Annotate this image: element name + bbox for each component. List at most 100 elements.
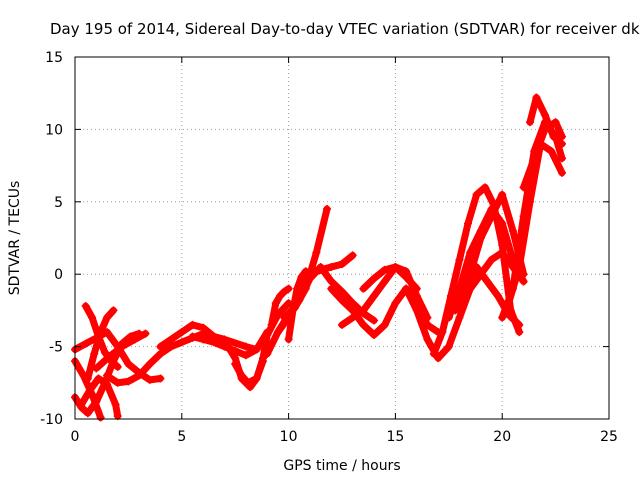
data-point [135,371,144,380]
data-point [498,190,507,199]
series-markers-sat-p [284,267,310,344]
data-point [258,354,267,363]
data-point [402,273,411,282]
data-point [273,328,282,337]
y-axis-label: SDTVAR / TECUs [7,181,23,296]
x-tick-label: 10 [280,429,298,445]
data-point [103,380,112,389]
data-point [145,359,154,368]
y-tick-label: 0 [54,267,63,283]
x-tick-label: 15 [386,429,404,445]
data-point [464,219,473,228]
data-point [429,349,438,358]
data-point [312,248,321,257]
x-axis-label: GPS time / hours [283,458,400,474]
data-point [558,132,567,141]
data-point [540,125,549,134]
data-point [263,349,272,358]
data-point [370,331,379,340]
data-point [472,190,481,199]
data-point [391,262,400,271]
data-point [438,328,447,337]
data-point [370,316,379,325]
data-point [493,291,502,300]
data-point [92,364,101,373]
data-point [338,287,346,296]
data-point [276,291,285,300]
data-point [156,349,165,358]
y-tick-label: 15 [45,50,63,66]
data-point [370,274,379,283]
data-point [466,284,475,293]
data-point [359,284,368,293]
data-point [177,338,186,347]
data-point [113,362,122,371]
data-point [109,306,118,315]
series-markers-sat-u [429,183,524,358]
series-markers-sat-k [231,299,293,387]
data-point [77,400,86,409]
data-point [498,248,507,257]
series-layer [71,93,567,422]
data-point [504,299,513,308]
data-point [540,110,549,119]
data-point [209,338,218,347]
data-point [188,332,197,341]
data-point [476,234,485,242]
data-point [293,284,302,293]
data-point [515,262,524,271]
data-point [105,352,114,361]
data-point [103,371,112,380]
data-point [476,270,485,279]
data-point [220,342,229,351]
data-point [412,284,421,293]
series-markers-sat-l [267,284,293,329]
data-point [316,262,325,271]
x-tick-label: 5 [177,429,186,445]
data-point [519,277,528,286]
series-markers-sat-s [359,262,421,293]
data-point [145,375,154,384]
data-point [359,320,368,329]
series-line-sat-p [285,267,310,343]
data-point [94,374,103,383]
data-point [380,265,389,274]
series-markers-sat-j [188,328,272,360]
series-line-sat-aa [505,140,566,307]
data-point [547,147,556,156]
data-point [96,328,105,337]
data-point [525,197,534,206]
data-point [280,287,289,296]
data-point [188,320,197,329]
data-point [530,154,539,163]
data-point [466,248,475,257]
data-point [455,255,464,264]
data-point [380,277,389,286]
data-point [231,359,240,368]
data-point [359,306,368,315]
data-point [167,342,176,351]
data-point [444,313,453,322]
data-point [231,346,240,355]
data-point [434,354,443,363]
series-line-sat-s [359,263,421,293]
data-point [370,291,379,300]
data-point [124,377,133,386]
data-point [284,335,293,344]
data-point [88,390,97,399]
data-point [532,93,541,102]
data-point [551,118,560,127]
data-point [515,320,524,329]
data-point [412,306,421,315]
data-point [79,371,88,380]
data-point [305,274,314,283]
data-point [498,241,507,250]
data-point [487,255,496,264]
data-point [525,118,534,127]
data-point [271,299,280,308]
data-point [252,345,261,354]
data-point [444,342,453,351]
data-point [263,331,272,340]
data-point [288,306,297,315]
data-point [117,342,126,351]
